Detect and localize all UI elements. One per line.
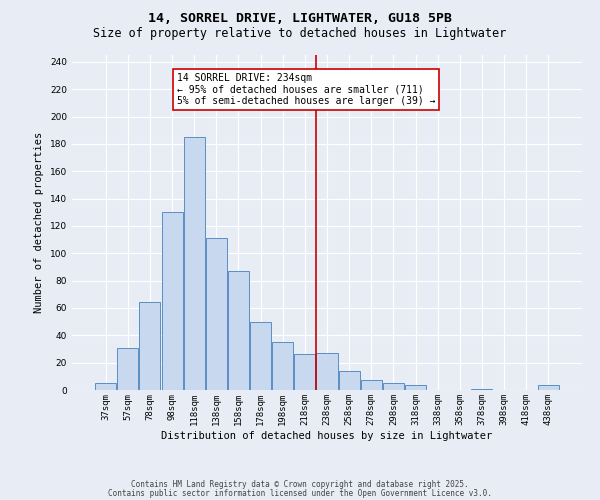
Bar: [472, 388, 493, 390]
Bar: [206, 238, 227, 390]
Bar: [538, 384, 559, 390]
Bar: [338, 371, 359, 390]
Text: Contains public sector information licensed under the Open Government Licence v3: Contains public sector information licen…: [108, 488, 492, 498]
Bar: [272, 342, 293, 390]
Bar: [139, 302, 160, 390]
Bar: [118, 348, 139, 390]
Bar: [95, 383, 116, 390]
Bar: [295, 354, 316, 390]
Bar: [250, 322, 271, 390]
Bar: [184, 137, 205, 390]
Text: 14, SORREL DRIVE, LIGHTWATER, GU18 5PB: 14, SORREL DRIVE, LIGHTWATER, GU18 5PB: [148, 12, 452, 26]
X-axis label: Distribution of detached houses by size in Lightwater: Distribution of detached houses by size …: [161, 430, 493, 440]
Bar: [161, 212, 182, 390]
Bar: [383, 383, 404, 390]
Text: 14 SORREL DRIVE: 234sqm
← 95% of detached houses are smaller (711)
5% of semi-de: 14 SORREL DRIVE: 234sqm ← 95% of detache…: [176, 73, 435, 106]
Text: Size of property relative to detached houses in Lightwater: Size of property relative to detached ho…: [94, 28, 506, 40]
Bar: [316, 353, 338, 390]
Y-axis label: Number of detached properties: Number of detached properties: [34, 132, 44, 313]
Bar: [361, 380, 382, 390]
Bar: [405, 384, 426, 390]
Text: Contains HM Land Registry data © Crown copyright and database right 2025.: Contains HM Land Registry data © Crown c…: [131, 480, 469, 489]
Bar: [228, 271, 249, 390]
